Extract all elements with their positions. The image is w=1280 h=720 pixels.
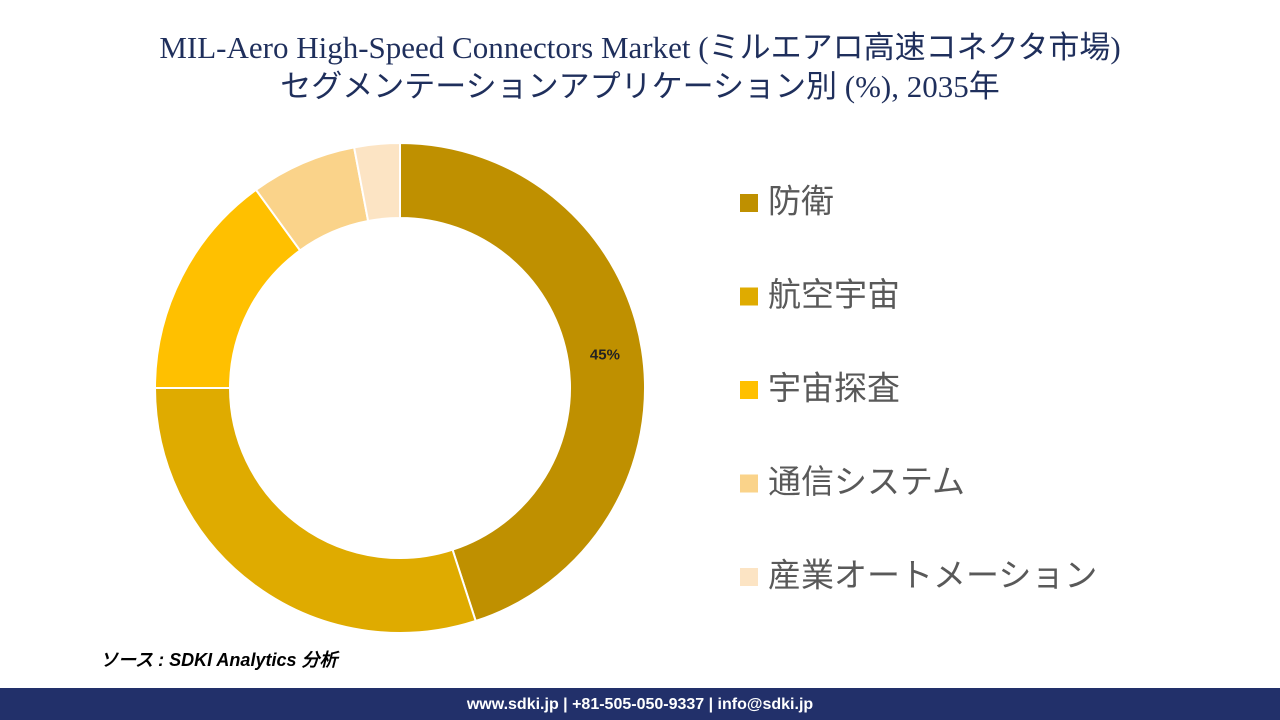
donut-slice bbox=[352, 141, 401, 223]
footer-text: www.sdki.jp | +81-505-050-9337 | info@sd… bbox=[466, 696, 814, 713]
legend-label: 通信システム bbox=[768, 462, 965, 501]
donut-slice bbox=[153, 387, 477, 634]
legend-swatch bbox=[740, 194, 758, 212]
legend-label: 産業オートメーション bbox=[768, 556, 1097, 595]
legend-label: 宇宙探査 bbox=[768, 369, 900, 408]
chart-subtitle: セグメンテーションアプリケーション別 (%), 2035年 bbox=[280, 69, 999, 104]
chart-title: MIL-Aero High-Speed Connectors Market (ミ… bbox=[159, 30, 1120, 65]
donut-slice bbox=[399, 141, 646, 623]
legend-swatch bbox=[740, 287, 758, 306]
legend-swatch bbox=[740, 474, 758, 493]
legend-label: 防衛 bbox=[768, 182, 834, 221]
value-label: 45% bbox=[590, 347, 620, 364]
legend-swatch bbox=[740, 568, 758, 586]
legend-swatch bbox=[740, 381, 758, 399]
legend-label: 航空宇宙 bbox=[768, 275, 900, 314]
footer-bar bbox=[0, 688, 1280, 720]
source: ソース : SDKI Analytics 分析 bbox=[100, 650, 340, 670]
